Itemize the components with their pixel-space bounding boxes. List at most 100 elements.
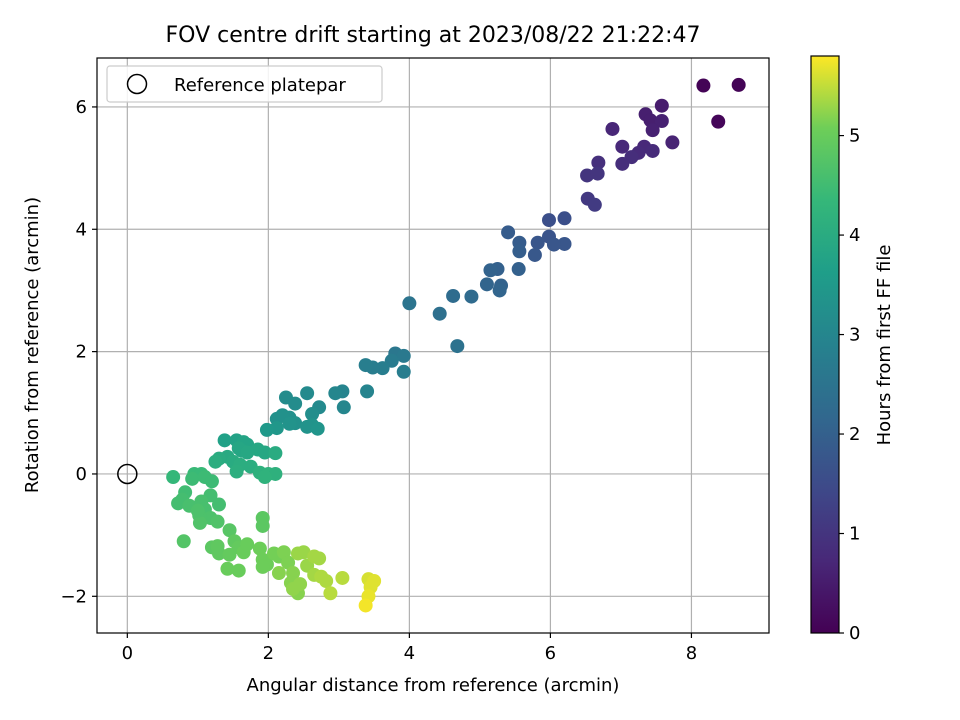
data-point xyxy=(557,236,572,251)
data-point xyxy=(293,577,308,592)
data-point xyxy=(231,563,246,578)
data-point xyxy=(645,123,660,138)
data-point xyxy=(192,515,207,530)
x-tick-label: 6 xyxy=(545,643,556,664)
data-point xyxy=(300,419,315,434)
data-point xyxy=(166,470,181,485)
colorbar-tick-label: 2 xyxy=(849,424,860,445)
data-point xyxy=(360,384,375,399)
data-point xyxy=(220,561,235,576)
data-point xyxy=(615,156,630,171)
x-axis-label: Angular distance from reference (arcmin) xyxy=(247,675,620,696)
data-point xyxy=(483,263,498,278)
data-point xyxy=(300,386,315,401)
colorbar-tick-label: 1 xyxy=(849,524,860,545)
x-axis-ticks: 0 2 4 6 8 xyxy=(122,633,697,664)
data-point xyxy=(541,213,556,228)
data-point xyxy=(208,454,223,469)
data-point xyxy=(492,283,507,298)
data-point xyxy=(605,121,620,136)
y-tick-label: 0 xyxy=(76,464,87,485)
data-point xyxy=(312,551,327,566)
data-point xyxy=(527,247,542,262)
data-point xyxy=(591,155,606,170)
data-point xyxy=(358,598,373,613)
data-point xyxy=(222,523,237,538)
data-point xyxy=(204,474,219,489)
data-point xyxy=(210,539,225,554)
reference-platepar-marker xyxy=(117,463,138,485)
colorbar-tick-label: 3 xyxy=(849,325,860,346)
data-point xyxy=(587,197,602,212)
legend-box xyxy=(106,65,383,103)
data-point xyxy=(557,211,572,226)
data-point xyxy=(257,445,272,460)
data-point xyxy=(257,470,272,485)
data-point xyxy=(711,114,726,129)
data-point xyxy=(171,496,186,511)
data-point xyxy=(210,514,225,529)
data-point xyxy=(615,139,630,154)
data-point xyxy=(402,296,417,311)
data-point xyxy=(645,143,660,158)
data-point xyxy=(335,570,350,585)
x-tick-label: 4 xyxy=(404,643,415,664)
y-axis-ticks: −2 0 2 4 6 xyxy=(60,97,97,607)
data-point xyxy=(665,135,680,150)
legend: Reference platepar xyxy=(106,65,383,103)
data-point xyxy=(654,98,669,113)
data-point xyxy=(358,358,373,373)
data-point xyxy=(590,166,605,181)
data-point xyxy=(479,277,494,292)
data-point xyxy=(336,400,351,415)
plot-frame xyxy=(96,57,770,634)
colorbar-tick-label: 0 xyxy=(849,623,860,644)
data-point xyxy=(217,433,232,448)
data-point xyxy=(281,555,296,570)
data-point xyxy=(446,288,461,303)
data-point xyxy=(546,237,561,252)
legend-label: Reference platepar xyxy=(174,75,346,96)
data-point xyxy=(328,386,343,401)
y-tick-label: 4 xyxy=(76,219,87,240)
data-point xyxy=(176,534,191,549)
data-point xyxy=(580,168,595,183)
data-point xyxy=(530,235,545,250)
data-point xyxy=(654,114,669,129)
x-tick-label: 0 xyxy=(122,643,133,664)
colorbar-tick-label: 5 xyxy=(849,126,860,147)
data-point xyxy=(512,244,527,259)
data-point xyxy=(185,471,200,486)
data-point xyxy=(450,339,465,354)
legend-marker xyxy=(126,73,148,95)
y-tick-label: 2 xyxy=(76,342,87,363)
data-point xyxy=(305,407,320,422)
data-point xyxy=(731,77,746,92)
data-point xyxy=(222,547,237,562)
data-point xyxy=(323,586,338,601)
data-point xyxy=(190,503,205,518)
data-point xyxy=(211,497,226,512)
data-point xyxy=(268,446,283,461)
data-point xyxy=(464,289,479,304)
data-point xyxy=(310,421,325,436)
data-point xyxy=(501,225,516,240)
y-tick-label: −2 xyxy=(60,586,87,607)
y-tick-label: 6 xyxy=(76,97,87,118)
data-point xyxy=(696,78,711,93)
colorbar: 0 1 2 3 4 5 Hours from first FF file xyxy=(810,55,895,644)
data-point xyxy=(511,262,526,277)
plot-area: 0 2 4 6 8 −2 0 2 4 6 Reference platepar xyxy=(60,57,770,664)
data-point xyxy=(259,422,274,437)
data-point xyxy=(432,306,447,321)
chart-title: FOV centre drift starting at 2023/08/22 … xyxy=(166,23,701,48)
colorbar-tick-label: 4 xyxy=(849,225,860,246)
x-tick-label: 2 xyxy=(263,643,274,664)
data-point xyxy=(296,545,311,560)
data-point xyxy=(229,464,244,479)
colorbar-ticks: 0 1 2 3 4 5 xyxy=(839,126,860,644)
colorbar-label: Hours from first FF file xyxy=(874,245,895,446)
x-tick-label: 8 xyxy=(686,643,697,664)
y-axis-label: Rotation from reference (arcmin) xyxy=(22,197,43,493)
